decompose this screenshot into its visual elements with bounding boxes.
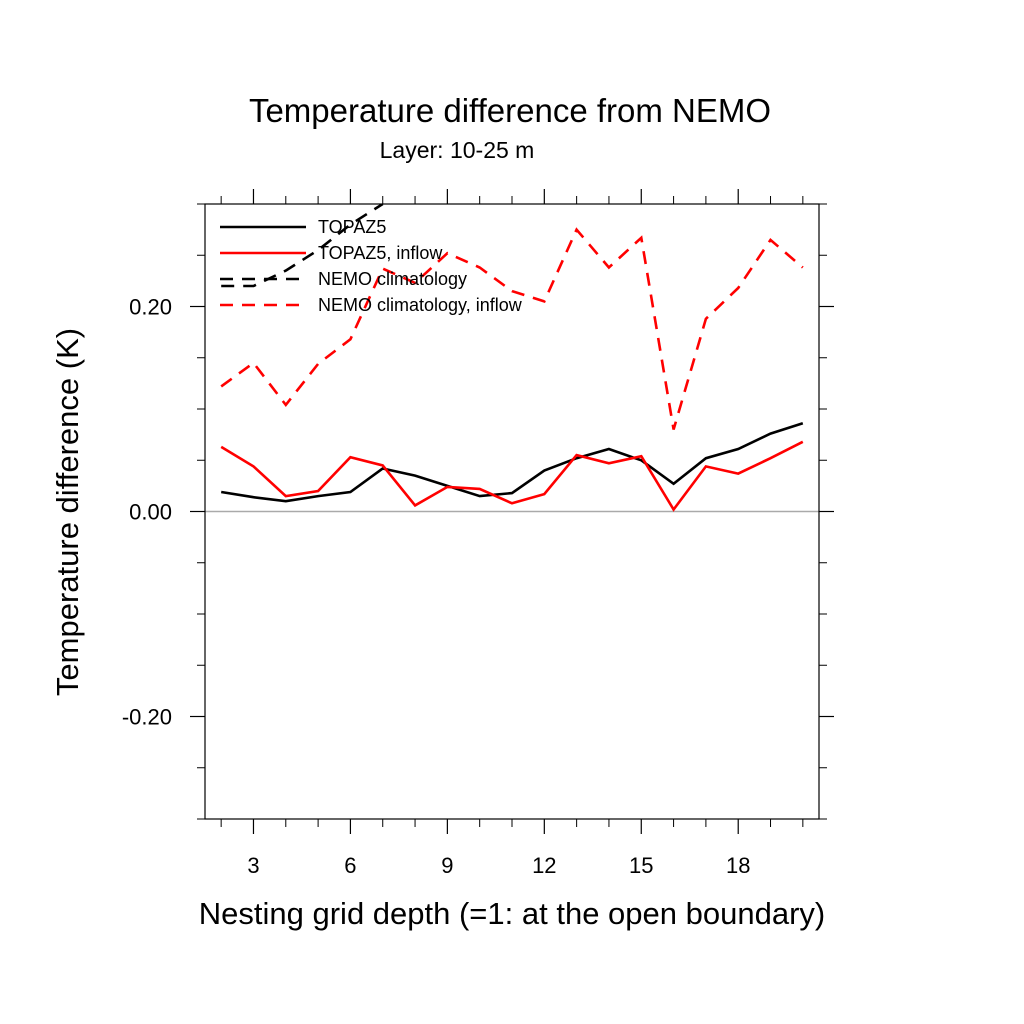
y-tick-label: -0.20 xyxy=(122,705,172,730)
x-tick-label: 6 xyxy=(344,853,356,878)
plot-frame xyxy=(204,203,820,820)
x-tick-label: 18 xyxy=(726,853,750,878)
chart-title: Temperature difference from NEMO xyxy=(249,92,771,129)
x-axis-label: Nesting grid depth (=1: at the open boun… xyxy=(199,896,825,931)
series-line xyxy=(220,422,804,503)
series-group xyxy=(220,204,804,512)
y-tick-label: 0.20 xyxy=(129,295,172,320)
x-tick-label: 3 xyxy=(247,853,259,878)
series-line xyxy=(221,204,384,288)
chart-subtitle: Layer: 10-25 m xyxy=(380,137,535,163)
series-line xyxy=(220,440,804,512)
legend-label: TOPAZ5, inflow xyxy=(318,243,443,263)
legend-label: NEMO climatology, inflow xyxy=(318,295,523,315)
y-axis-label: Temperature difference (K) xyxy=(50,328,85,696)
y-tick-label: 0.00 xyxy=(129,500,172,525)
plot-area: 3 6 9 12 15 18 -0.20 0.00 0.20 xyxy=(122,189,834,878)
legend-label: NEMO climatology xyxy=(318,269,467,289)
series-line xyxy=(220,227,804,430)
x-tick-label: 12 xyxy=(532,853,556,878)
legend: TOPAZ5 TOPAZ5, inflow NEMO climatology NEMO… xyxy=(220,217,523,315)
legend-label: TOPAZ5 xyxy=(318,217,386,237)
x-tick-label: 9 xyxy=(441,853,453,878)
x-tick-label: 15 xyxy=(629,853,653,878)
